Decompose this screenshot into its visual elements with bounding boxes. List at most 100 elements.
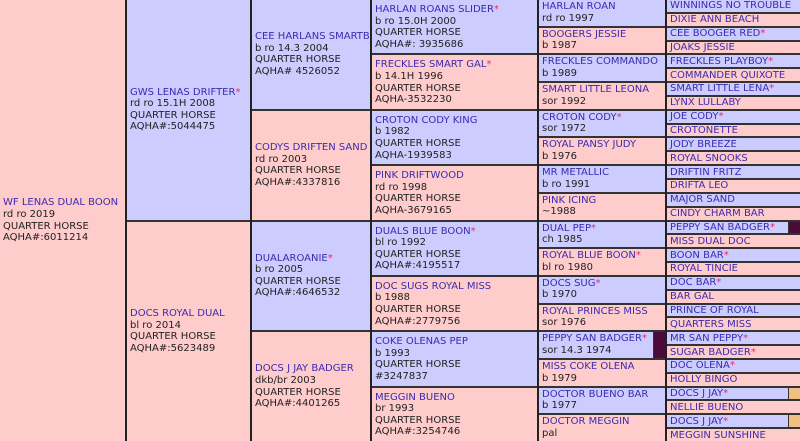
horse-name-link[interactable]: DUAL PEP [542,222,591,234]
horse-name-link[interactable]: MEGGIN SUNSHINE [670,429,766,441]
horse-name-link[interactable]: MAJOR SAND [670,194,735,206]
horse-info: DOC BAR* [667,277,721,288]
horse-detail: AQHA# 4526052 [255,65,340,77]
horse-name-link[interactable]: DOCS J JAY [670,415,724,427]
horse-name-link[interactable]: JOE CODY [670,111,719,123]
sire-cell: HARLAN ROANS SLIDER* b ro 15.0H 2000 QUART… [372,0,537,54]
horse-name-link[interactable]: DIXIE ANN BEACH [670,14,760,26]
horse-name-link[interactable]: ROYAL PRINCES MISS [542,305,648,317]
sire-cell: MAJOR SAND [667,191,800,206]
star-marker-icon: * [641,333,647,345]
horse-name-link[interactable]: DOCS SUG [542,277,596,289]
horse-name-link[interactable]: MR METALLIC [542,167,609,179]
horse-name-link[interactable]: MISS DUAL DOC [670,235,751,247]
horse-name-link[interactable]: FRECKLES SMART GAL [375,59,487,71]
horse-name-link[interactable]: DUALAROANIE [255,252,328,264]
horse-name-link[interactable]: NELLIE BUENO [670,401,744,413]
horse-name-link[interactable]: DOCTOR MEGGIN [542,416,630,428]
horse-name-link[interactable]: BOON BAR [670,249,724,261]
horse-info: DOCTOR MEGGIN pal [539,416,630,439]
horse-name-link[interactable]: COMMANDER QUIXOTE [670,69,786,81]
horse-name-link[interactable]: GWS LENAS DRIFTER [130,86,236,98]
horse-name-link[interactable]: CINDY CHARM BAR [670,208,765,220]
horse-name-link[interactable]: CEE HARLANS SMARTBOY [255,31,370,43]
horse-name-link[interactable]: ROYAL PANSY JUDY [542,139,637,151]
horse-name-link[interactable]: LYNX LULLABY [670,97,741,109]
horse-name-link[interactable]: DOCS J JAY [670,388,724,400]
horse-info: CODYS DRIFTEN SAND rd ro 2003 QUARTER HORS… [252,142,367,188]
horse-name-link[interactable]: FRECKLES COMMANDO [542,56,658,68]
horse-detail: b 1982 [375,126,410,138]
horse-detail: AQHA#:3254746 [375,426,461,438]
horse-name-link[interactable]: DOCTOR BUENO BAR [542,388,649,400]
sire-cell: SMART LITTLE LENA* [667,81,800,95]
horse-name-link[interactable]: MEGGIN BUENO [375,391,455,403]
horse-name-link[interactable]: HARLAN ROAN [542,1,616,12]
horse-detail: bl ro 2014 [130,319,181,331]
horse-name-link[interactable]: JOAKS JESSIE [670,41,735,53]
horse-info: FRECKLES COMMANDO b 1989 [539,56,658,79]
horse-name-link[interactable]: ROYAL BLUE BOON [542,250,636,262]
horse-name-link[interactable]: DOC BAR [670,277,717,289]
horse-name-link[interactable]: COKE OLENAS PEP [375,336,468,348]
horse-name-link[interactable]: PINK ICING [542,194,597,206]
horse-name-link[interactable]: CROTON CODY [542,111,617,123]
horse-name-link[interactable]: SUGAR BADGER [670,346,751,358]
horse-info: SMART LITTLE LEONA sor 1992 [539,84,649,107]
horse-name-link[interactable]: PEPPY SAN BADGER [542,333,642,345]
horse-name-link[interactable]: WF LENAS DUAL BOON [3,197,119,209]
horse-name-link[interactable]: DRIFTIN FRITZ [670,166,742,178]
horse-info: HARLAN ROANS SLIDER* b ro 15.0H 2000 QUART… [372,4,499,50]
horse-name-link[interactable]: CROTONETTE [670,125,738,137]
sire-cell: HARLAN ROAN rd ro 1997 [539,0,665,26]
horse-detail: b 1976 [542,151,577,163]
horse-detail: QUARTER HORSE [3,220,89,232]
horse-name-link[interactable]: WINNINGS NO TROUBLE [670,0,792,12]
horse-info: QUARTERS MISS [667,319,751,330]
horse-info: DUALS BLUE BOON* bl ro 1992 QUARTER HORSE A… [372,226,476,272]
horse-name-link[interactable]: SMART LITTLE LENA [670,83,770,95]
generation-column-5: HARLAN ROAN rd ro 1997 BOOGERS JESSIE b 198… [537,0,665,441]
horse-name-link[interactable]: CODYS DRIFTEN SAND [255,141,368,153]
horse-detail: QUARTER HORSE [375,193,461,205]
horse-name-link[interactable]: CEE BOOGER RED [670,28,761,40]
horse-info: HARLAN ROAN rd ro 1997 [539,1,616,24]
horse-name-link[interactable]: DOC OLENA [670,360,730,372]
sire-cell: PEPPY SAN BADGER* sor 14.3 1974 [539,330,665,358]
horse-name-link[interactable]: HOLLY BINGO [670,374,738,386]
horse-name-link[interactable]: DOCS J JAY BADGER [255,363,354,375]
horse-detail: b ro 1991 [542,178,591,190]
horse-name-link[interactable]: PRINCE OF ROYAL [670,304,759,316]
horse-name-link[interactable]: DRIFTA LEO [670,180,729,192]
horse-name-link[interactable]: MR SAN PEPPY [670,332,744,344]
dam-cell: QUARTERS MISS [667,316,800,331]
horse-name-link[interactable]: DOCS ROYAL DUAL [130,308,225,320]
dam-cell: ROYAL TINCIE [667,261,800,275]
horse-name-link[interactable]: SMART LITTLE LEONA [542,84,650,96]
horse-name-link[interactable]: CROTON CODY KING [375,114,478,126]
horse-name-link[interactable]: HARLAN ROANS SLIDER [375,4,494,15]
horse-detail: b ro 15.0H 2000 [375,15,457,27]
horse-name-link[interactable]: DOC SUGS ROYAL MISS [375,280,492,292]
horse-detail: AQHA#:5623489 [130,342,216,354]
horse-name-link[interactable]: JODY BREEZE [670,138,737,150]
horse-detail: sor 1972 [542,123,587,135]
horse-name-link[interactable]: QUARTERS MISS [670,318,752,330]
star-marker-icon: * [769,221,775,233]
horse-name-link[interactable]: ROYAL TINCIE [670,263,738,275]
horse-name-link[interactable]: BOOGERS JESSIE [542,28,627,40]
horse-name-link[interactable]: PEPPY SAN BADGER [670,221,770,233]
horse-name-link[interactable]: PINK DRIFTWOOD [375,170,464,182]
horse-name-link[interactable]: FRECKLES PLAYBOY [670,55,769,67]
horse-info: MISS COKE OLENA b 1979 [539,361,634,384]
generation-column-6: WINNINGS NO TROUBLE DIXIE ANN BEACH CEE BO… [665,0,800,441]
horse-name-link[interactable]: MISS COKE OLENA [542,360,635,372]
horse-detail: AQHA#:4401265 [255,398,341,410]
dam-cell: ROYAL SNOOKS [667,150,800,165]
horse-name-link[interactable]: ROYAL SNOOKS [670,152,748,164]
dam-cell: MISS COKE OLENA b 1979 [539,357,665,386]
horse-name-link[interactable]: DUALS BLUE BOON [375,225,471,237]
horse-info: DOCS J JAY* [667,388,728,399]
horse-name-link[interactable]: BAR GAL [670,291,714,303]
